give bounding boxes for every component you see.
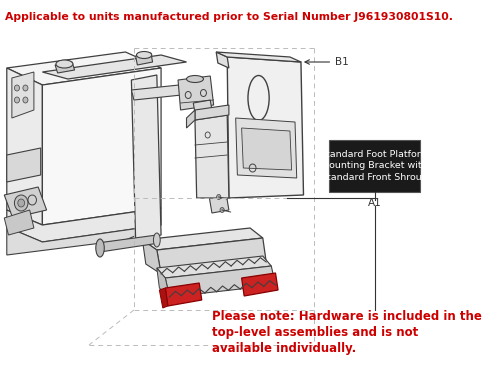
Polygon shape <box>7 68 43 225</box>
Polygon shape <box>136 53 152 65</box>
Polygon shape <box>157 268 170 297</box>
Polygon shape <box>157 256 272 278</box>
Polygon shape <box>7 225 161 255</box>
Polygon shape <box>236 118 296 178</box>
Circle shape <box>210 155 213 158</box>
Ellipse shape <box>154 233 160 247</box>
Polygon shape <box>195 105 229 120</box>
Polygon shape <box>132 82 210 100</box>
Circle shape <box>23 97 28 103</box>
FancyBboxPatch shape <box>329 140 420 192</box>
Ellipse shape <box>136 51 152 59</box>
Polygon shape <box>195 115 229 198</box>
Text: B1: B1 <box>335 57 348 67</box>
Polygon shape <box>160 288 168 308</box>
Circle shape <box>216 195 221 200</box>
Polygon shape <box>4 210 34 235</box>
Polygon shape <box>42 55 186 79</box>
Polygon shape <box>7 208 161 242</box>
Circle shape <box>220 208 224 212</box>
Polygon shape <box>7 52 161 85</box>
Ellipse shape <box>56 60 73 68</box>
Polygon shape <box>4 187 46 218</box>
Circle shape <box>14 97 20 103</box>
Text: Please note: Hardware is included in the
top-level assemblies and is not
availab: Please note: Hardware is included in the… <box>212 310 482 355</box>
Polygon shape <box>157 238 266 274</box>
Polygon shape <box>178 76 214 110</box>
Polygon shape <box>216 52 229 68</box>
Polygon shape <box>98 235 160 252</box>
Polygon shape <box>132 75 161 240</box>
Text: Standard Foot Platform
Mounting Bracket with
Standard Front Shroud: Standard Foot Platform Mounting Bracket … <box>320 150 430 182</box>
Circle shape <box>216 176 220 180</box>
Circle shape <box>14 85 20 91</box>
Polygon shape <box>166 266 276 297</box>
Circle shape <box>202 133 205 137</box>
Polygon shape <box>55 62 74 73</box>
Polygon shape <box>242 273 278 296</box>
Polygon shape <box>12 72 34 118</box>
Polygon shape <box>142 240 161 274</box>
Polygon shape <box>242 128 292 170</box>
Polygon shape <box>194 100 229 213</box>
Text: A1: A1 <box>368 198 382 208</box>
Polygon shape <box>42 68 161 225</box>
Circle shape <box>14 195 28 211</box>
Ellipse shape <box>96 239 104 257</box>
Polygon shape <box>142 228 263 250</box>
Polygon shape <box>186 110 195 128</box>
Circle shape <box>23 85 28 91</box>
Polygon shape <box>166 283 202 306</box>
Text: Applicable to units manufactured prior to Serial Number J961930801S10.: Applicable to units manufactured prior t… <box>5 12 453 22</box>
Circle shape <box>18 199 25 207</box>
Polygon shape <box>7 148 40 182</box>
Polygon shape <box>216 52 301 62</box>
Polygon shape <box>227 57 304 198</box>
Ellipse shape <box>186 76 204 82</box>
